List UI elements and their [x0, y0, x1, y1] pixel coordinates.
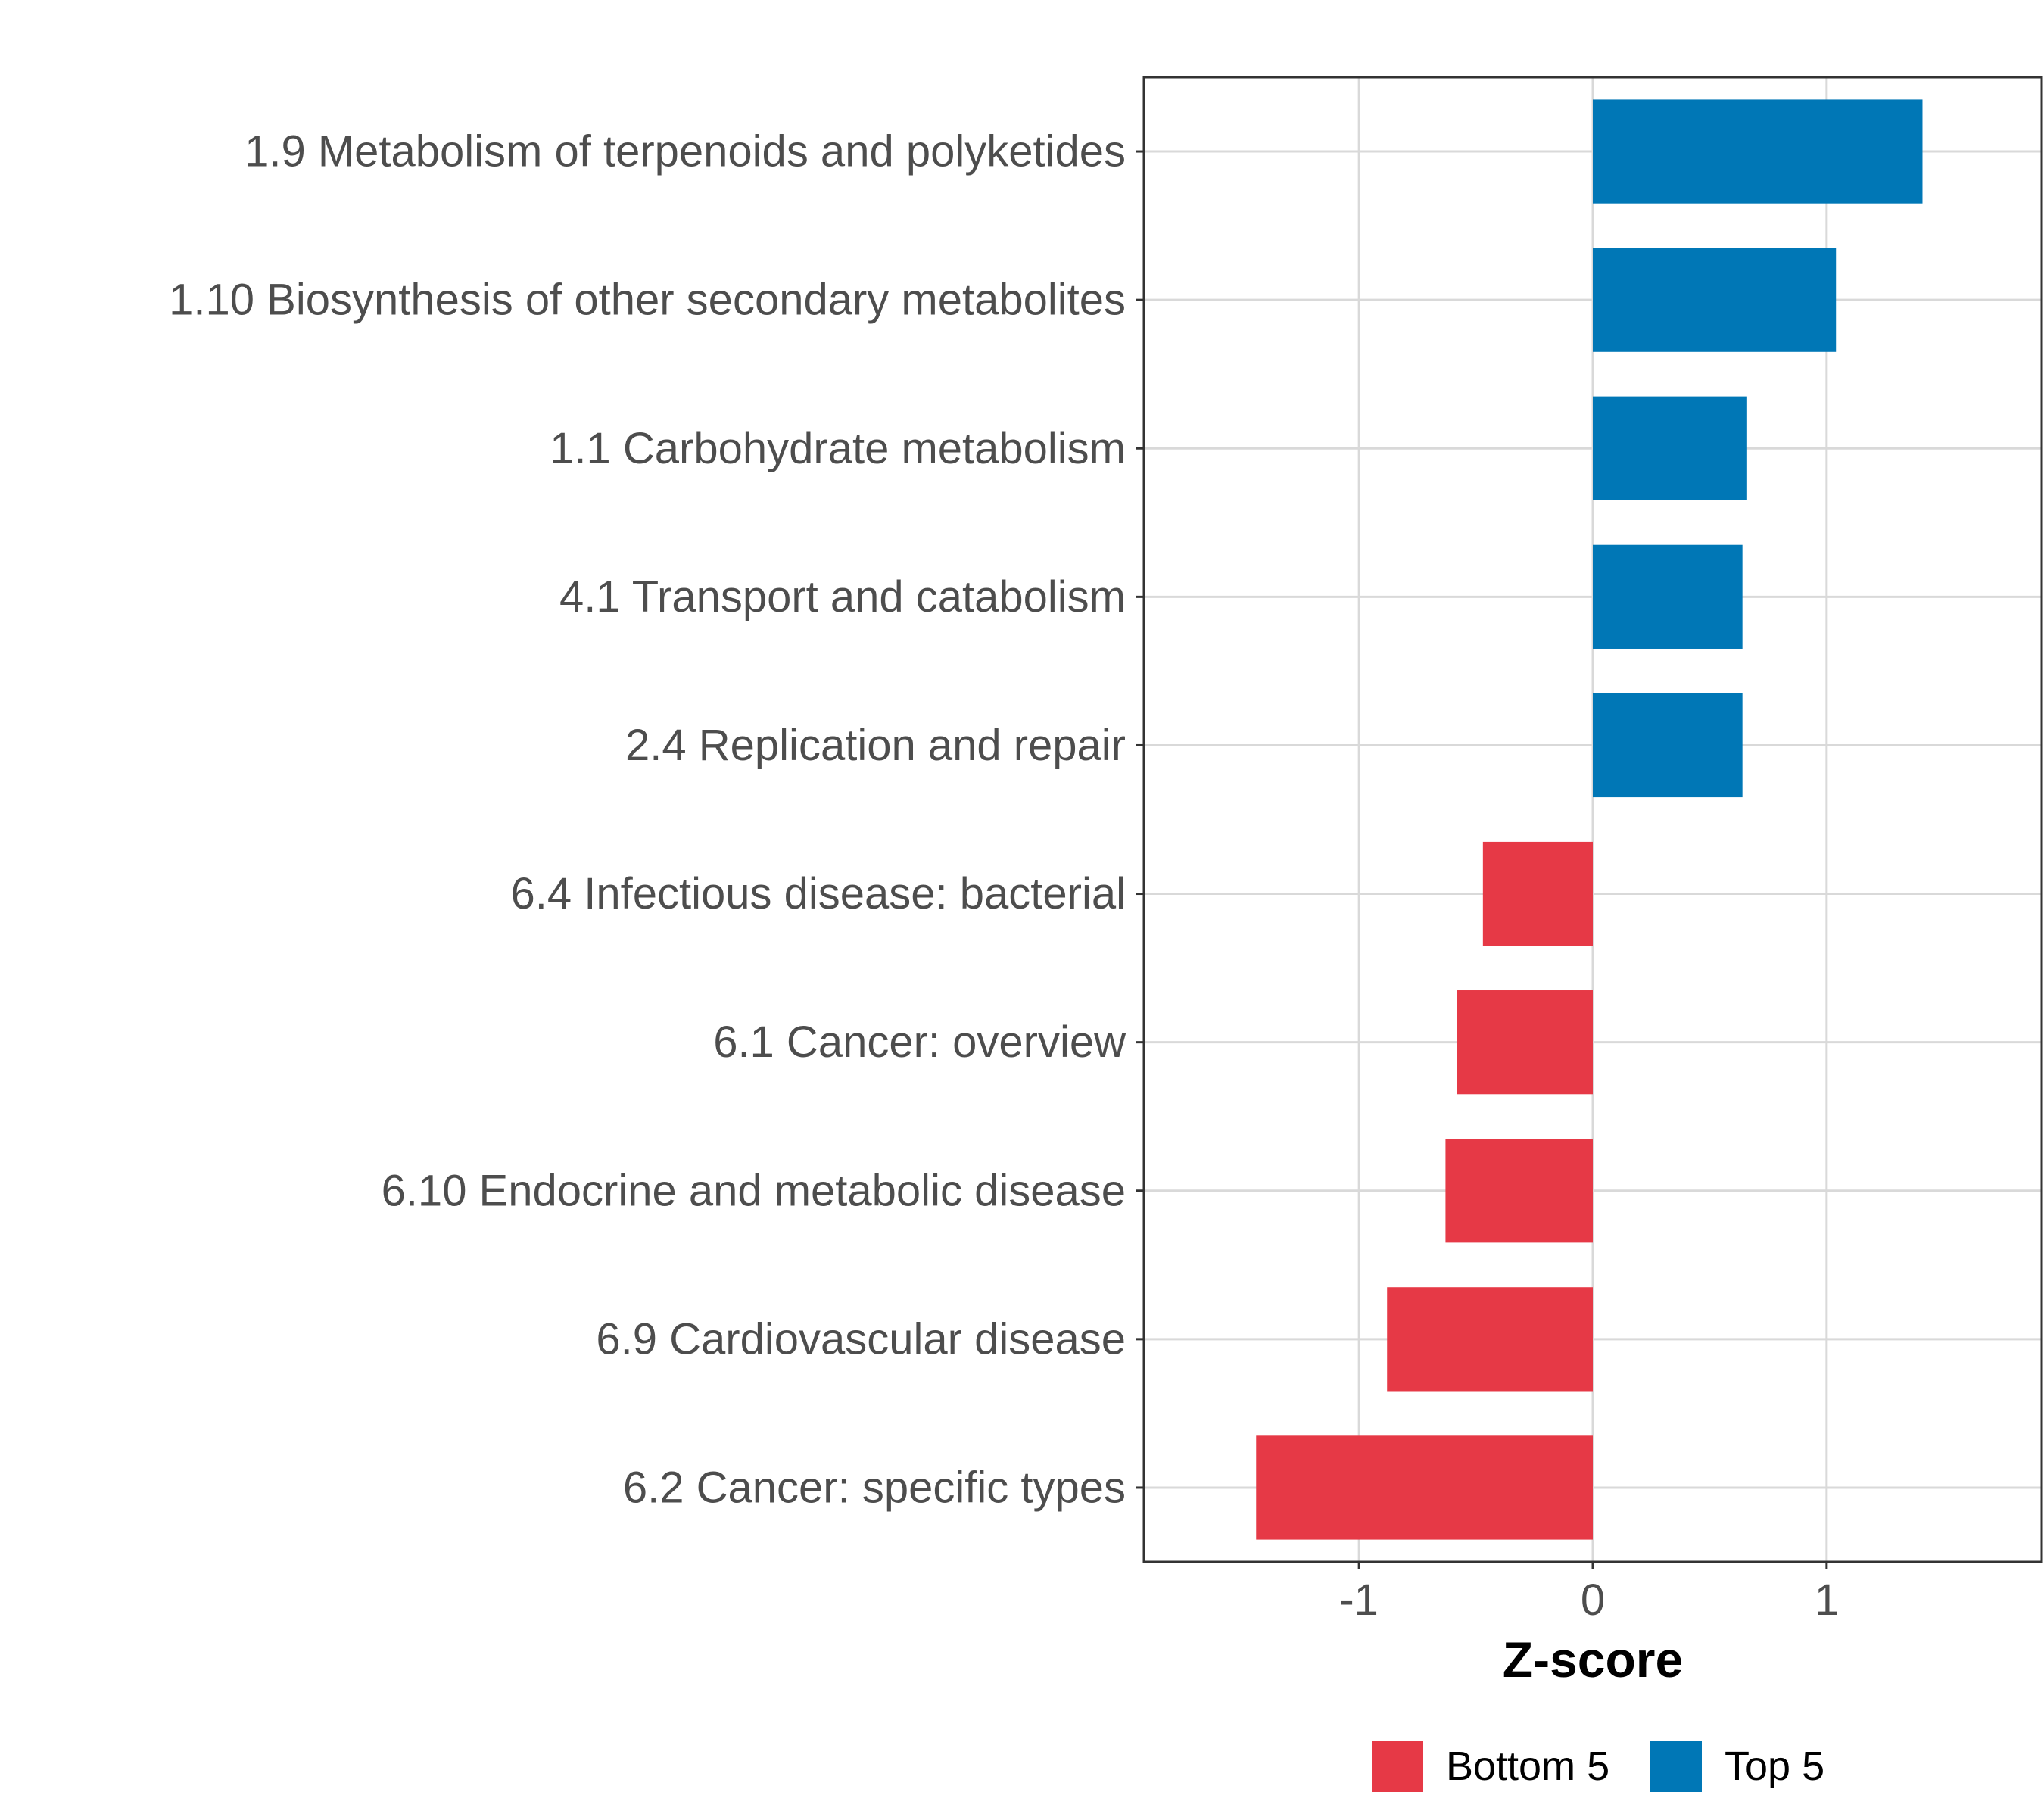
legend-swatch	[1372, 1741, 1423, 1792]
bar	[1482, 841, 1593, 946]
bar	[1593, 99, 1923, 204]
bar	[1593, 396, 1747, 500]
category-label: 4.1 Transport and catabolism	[559, 572, 1126, 622]
bar	[1445, 1139, 1593, 1243]
category-label: 6.2 Cancer: specific types	[623, 1463, 1126, 1512]
legend-label: Top 5	[1725, 1744, 1824, 1789]
bar	[1593, 248, 1837, 352]
x-axis: -1 0 1	[1339, 1562, 1839, 1625]
legend: Bottom 5 Top 5	[1372, 1741, 1824, 1792]
bar	[1593, 693, 1743, 798]
category-axis: 1.9 Metabolism of terpenoids and polyket…	[169, 127, 1144, 1512]
x-axis-title: Z-score	[1503, 1632, 1683, 1688]
category-label: 6.9 Cardiovascular disease	[596, 1314, 1126, 1364]
bar	[1387, 1287, 1593, 1392]
bar	[1457, 990, 1593, 1095]
category-label: 6.1 Cancer: overview	[713, 1018, 1126, 1067]
bars	[1256, 99, 1923, 1540]
legend-label: Bottom 5	[1446, 1744, 1609, 1789]
x-tick-label: -1	[1339, 1575, 1379, 1625]
bar	[1593, 544, 1743, 649]
category-label: 6.10 Endocrine and metabolic disease	[382, 1166, 1126, 1215]
category-label: 1.1 Carbohydrate metabolism	[550, 424, 1126, 473]
category-label: 1.10 Biosynthesis of other secondary met…	[169, 276, 1126, 325]
category-label: 2.4 Replication and repair	[625, 721, 1126, 770]
x-tick-label: 0	[1581, 1575, 1605, 1625]
category-label: 1.9 Metabolism of terpenoids and polyket…	[245, 127, 1126, 176]
x-tick-label: 1	[1815, 1575, 1839, 1625]
bar	[1256, 1435, 1593, 1540]
category-label: 6.4 Infectious disease: bacterial	[511, 869, 1126, 918]
legend-swatch	[1650, 1741, 1702, 1792]
